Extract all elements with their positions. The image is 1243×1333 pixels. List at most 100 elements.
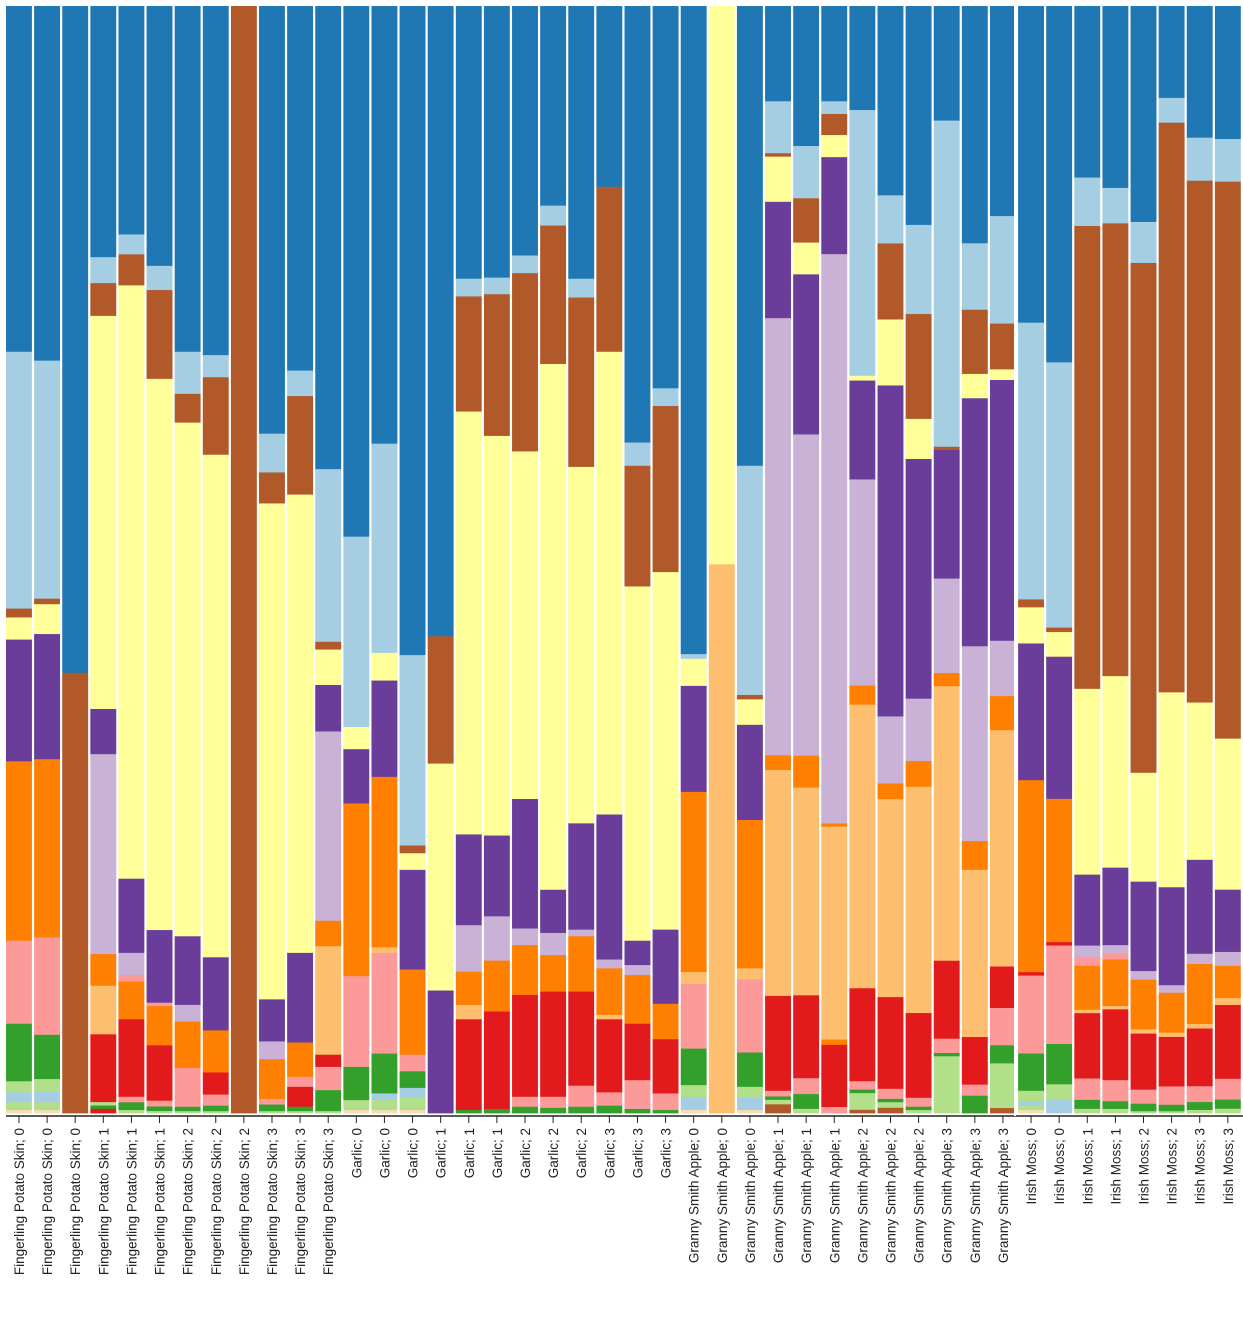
bar-segment-31-11	[877, 194, 904, 244]
bar-segment-38-12	[1074, 6, 1101, 178]
bar-segment-20-6	[568, 822, 595, 930]
bar-segment-27-2	[765, 1096, 791, 1100]
bar-segment-31-4	[877, 996, 904, 1089]
bar-segment-24-1	[680, 1096, 707, 1110]
bar-segment-9-0	[259, 1110, 285, 1114]
bar-segment-21-3	[596, 1014, 623, 1020]
bar-segment-17-6	[483, 293, 510, 436]
bar-segment-20-8	[568, 297, 595, 467]
bar-segment-10-4	[287, 1073, 314, 1077]
x-tick-label-28: Granny Smith Apple; 1	[799, 1128, 814, 1263]
x-tick-label-22: Garlic; 3	[630, 1128, 645, 1178]
bar-segment-35-2	[989, 1044, 1016, 1064]
bar-segment-19-6	[540, 363, 567, 890]
bar-segment-23-8	[652, 6, 679, 389]
bar-segment-18-8	[512, 255, 538, 274]
bar-segment-24-8	[680, 658, 707, 686]
bar-segment-0-8	[6, 617, 32, 640]
bar-segment-1-0	[34, 1109, 61, 1114]
bar-segment-3-7	[90, 708, 117, 755]
bar-segment-14-7	[399, 869, 426, 970]
bar-segment-38-6	[1074, 956, 1101, 966]
bar-segment-5-7	[146, 929, 173, 1003]
bar-segment-32-5	[905, 760, 932, 787]
x-tick-label-25: Granny Smith Apple; 0	[715, 1128, 730, 1263]
bar-segment-22-8	[624, 442, 651, 466]
bar-segment-26-8	[736, 698, 763, 725]
bar-segment-20-2	[568, 991, 595, 1086]
bar-segment-23-0	[652, 1109, 679, 1114]
bar-segment-29-9	[821, 100, 848, 114]
bar-segment-34-2	[961, 1036, 988, 1085]
bar-segment-7-0	[202, 1110, 229, 1114]
bar-segment-11-2	[315, 1066, 342, 1091]
bar-segment-0-0	[6, 1109, 32, 1114]
bar-segment-19-9	[540, 6, 567, 206]
bar-segment-12-3	[343, 975, 370, 1067]
bar-segment-30-5	[849, 704, 876, 989]
bar-segment-22-1	[624, 1079, 651, 1109]
bar-segment-38-7	[1074, 945, 1101, 957]
bar-segment-27-8	[765, 201, 791, 319]
bar-segment-12-5	[343, 803, 370, 973]
bar-segment-40-11	[1130, 6, 1157, 222]
bar-segment-26-2	[736, 1086, 763, 1098]
bar-segment-26-7	[736, 724, 763, 821]
bar-segment-26-3	[736, 1052, 763, 1087]
bar-segment-0-10	[6, 351, 32, 609]
bar-segment-5-6	[146, 1002, 173, 1007]
bar-segment-43-11	[1214, 6, 1241, 140]
bar-segment-42-2	[1186, 1085, 1213, 1103]
bar-segment-29-4	[821, 823, 848, 827]
bar-segment-22-0	[624, 1108, 651, 1114]
bar-segment-43-7	[1214, 889, 1241, 952]
bar-segment-22-9	[624, 6, 651, 443]
bar-segment-6-8	[174, 422, 201, 937]
bar-segment-33-10	[933, 6, 960, 121]
bar-segment-27-4	[765, 995, 791, 1091]
x-tick-label-27: Granny Smith Apple; 1	[771, 1128, 786, 1263]
bar-segment-38-9	[1074, 688, 1101, 875]
bar-segment-24-10	[680, 6, 707, 655]
bar-segment-32-7	[905, 458, 932, 699]
bar-segment-28-9	[793, 197, 820, 243]
bar-segment-18-0	[512, 1106, 538, 1114]
bar-segment-7-10	[202, 6, 229, 356]
bar-segment-35-9	[989, 368, 1016, 381]
x-tick-label-38: Irish Moss; 1	[1080, 1128, 1095, 1205]
bar-segment-36-4	[1018, 1053, 1044, 1091]
bar-segment-10-7	[287, 494, 314, 953]
bar-segment-16-1	[455, 1018, 482, 1111]
bar-segment-32-1	[905, 1106, 932, 1111]
bar-segment-34-5	[961, 645, 988, 842]
bar-segment-32-8	[905, 418, 932, 460]
bar-segment-24-6	[680, 791, 707, 973]
bar-segment-1-2	[34, 1090, 61, 1103]
bar-segment-28-0	[793, 1108, 820, 1114]
bar-segment-42-11	[1186, 6, 1213, 138]
bar-segment-32-6	[905, 698, 932, 762]
bar-segment-36-7	[1018, 779, 1044, 973]
bar-segment-11-0	[315, 1110, 342, 1114]
bar-segment-1-6	[34, 758, 61, 938]
bar-segment-38-11	[1074, 177, 1101, 226]
bar-segment-7-3	[202, 1072, 229, 1095]
bar-segment-10-8	[287, 395, 314, 495]
bar-segment-6-3	[174, 1067, 201, 1094]
x-tick-label-33: Granny Smith Apple; 3	[940, 1128, 955, 1263]
bar-segment-27-3	[765, 1090, 791, 1097]
bar-segment-11-1	[315, 1089, 342, 1112]
bar-segment-10-1	[287, 1106, 314, 1112]
bar-segment-6-10	[174, 351, 201, 394]
bar-segment-31-2	[877, 1098, 904, 1103]
bar-segment-36-2	[1018, 1100, 1044, 1106]
bar-segment-42-5	[1186, 963, 1213, 1024]
bar-segment-9-9	[259, 433, 285, 473]
bar-segment-27-7	[765, 317, 791, 756]
bar-segment-32-2	[905, 1097, 932, 1107]
bar-segment-3-1	[90, 1105, 117, 1109]
bar-segment-41-5	[1158, 992, 1185, 1033]
bar-segment-3-2	[90, 1101, 117, 1106]
bar-segment-37-5	[1046, 798, 1073, 943]
bar-segment-40-9	[1130, 262, 1157, 773]
